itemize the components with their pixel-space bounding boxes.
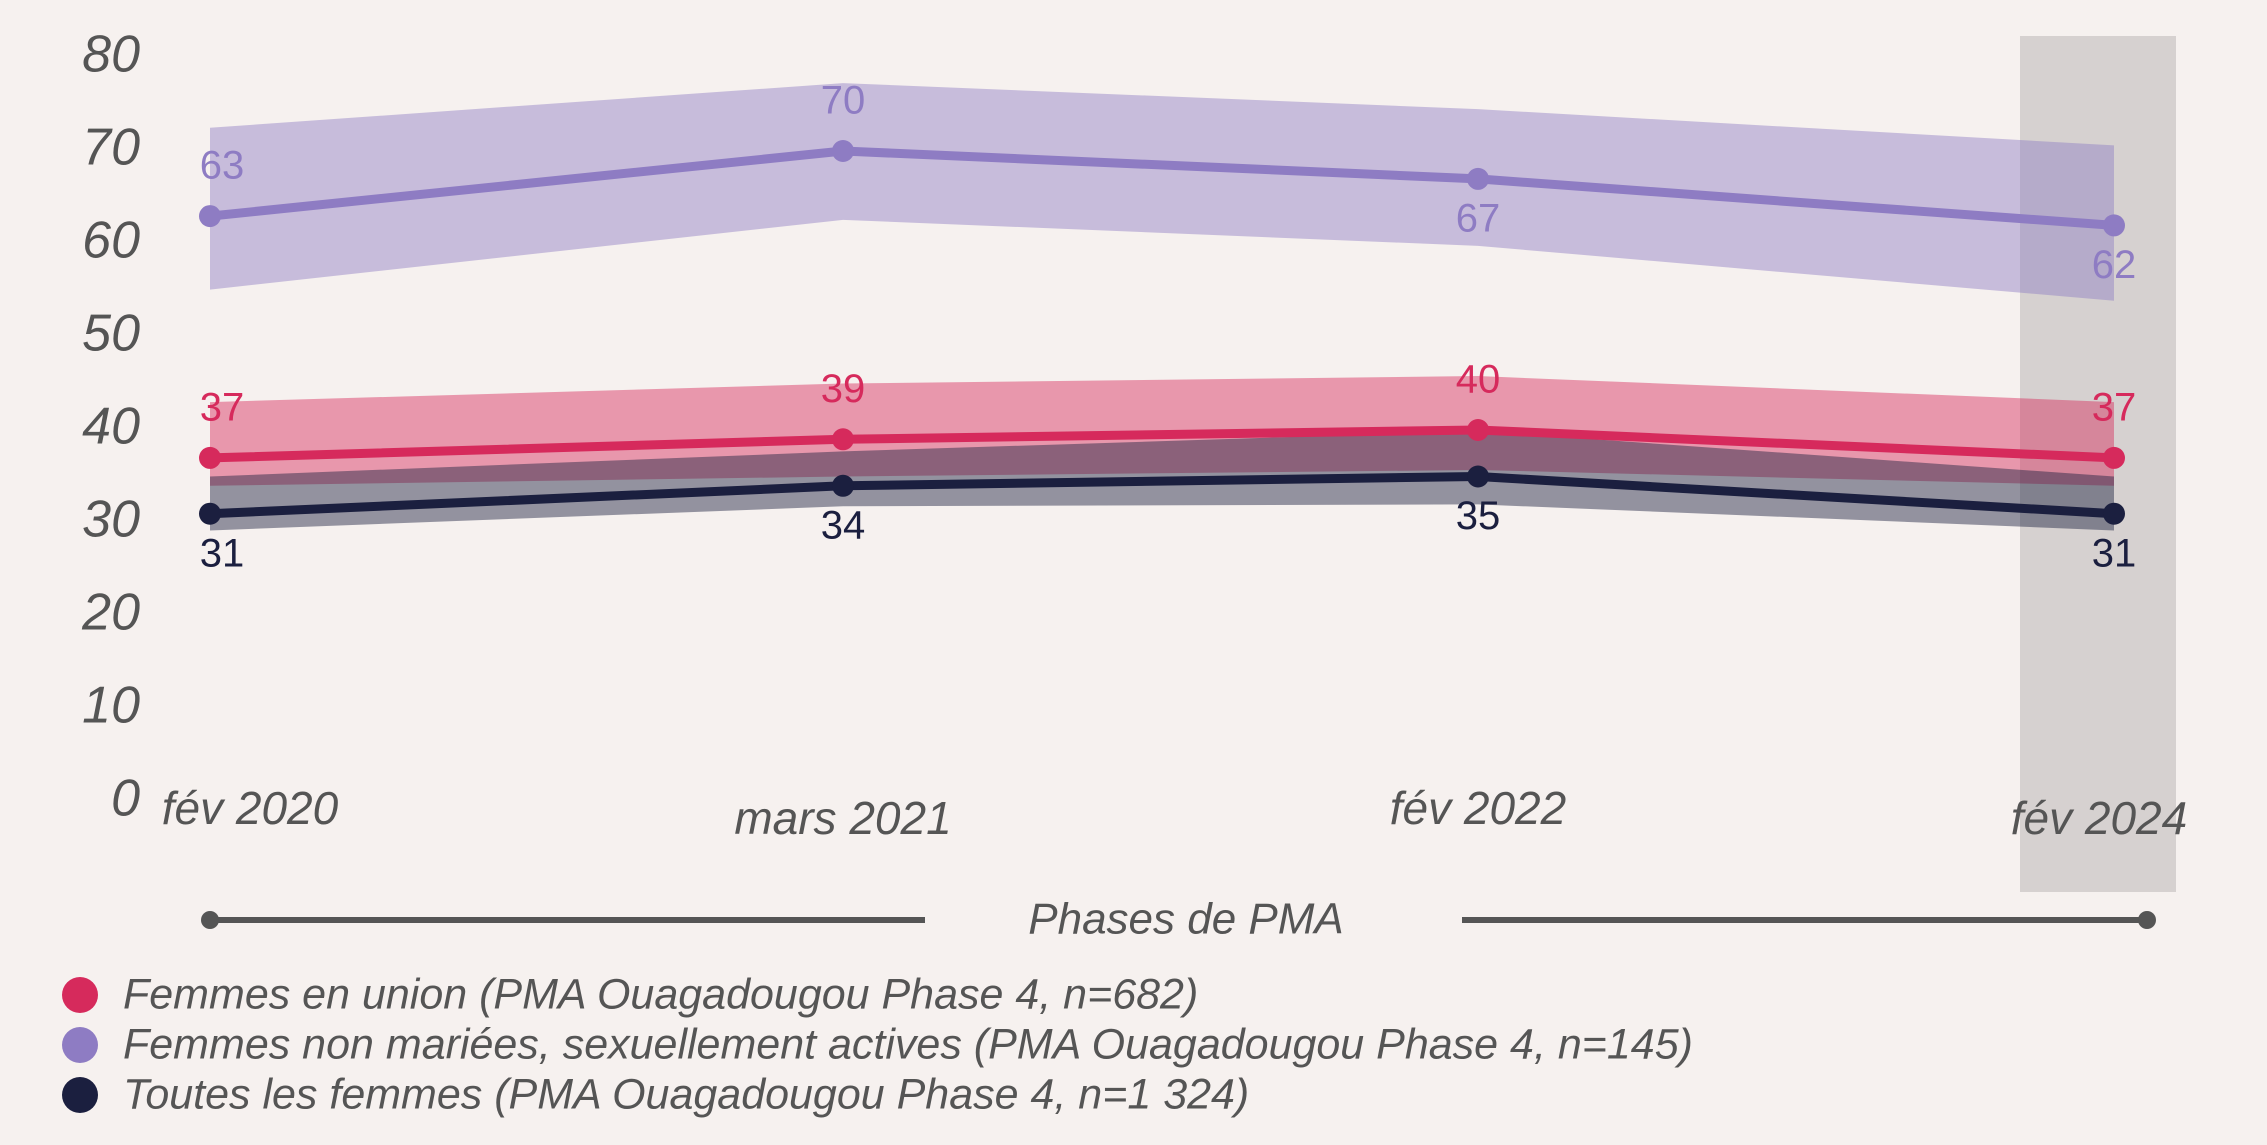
- y-tick-label: 0: [111, 770, 140, 828]
- data-label: 62: [2092, 243, 2137, 287]
- y-tick-label: 40: [82, 398, 140, 456]
- point: [199, 446, 221, 469]
- axis-dot: [201, 911, 219, 929]
- legend-swatch: [62, 977, 98, 1013]
- y-tick-label: 70: [82, 119, 140, 177]
- line: [209, 425, 2115, 463]
- x-tick-label: fév 2020: [161, 782, 339, 834]
- data-label: 40: [1456, 358, 1501, 402]
- line: [209, 146, 2115, 230]
- y-tick-label: 10: [82, 677, 140, 735]
- x-tick-label: fév 2022: [1389, 782, 1567, 834]
- point: [2103, 214, 2125, 237]
- highlight: [2020, 36, 2176, 892]
- data-label: 70: [821, 79, 866, 123]
- x-axis-label: Phases de PMA: [1028, 895, 1344, 944]
- line: [209, 471, 2115, 519]
- data-label: 31: [200, 531, 245, 575]
- point: [199, 205, 221, 228]
- data-label: 63: [200, 144, 245, 188]
- point: [1467, 465, 1489, 488]
- data-label: 39: [821, 367, 866, 411]
- y-tick-label: 20: [81, 584, 140, 642]
- legend-swatch: [62, 1077, 98, 1113]
- legend-label: Femmes non mariées, sexuellement actives…: [123, 1020, 1693, 1068]
- point: [832, 428, 854, 451]
- point: [832, 474, 854, 497]
- legend-swatch: [62, 1027, 98, 1063]
- y-tick-label: 30: [82, 491, 140, 549]
- data-label: 34: [821, 503, 866, 547]
- data-label: 31: [2092, 531, 2137, 575]
- x-tick-label: mars 2021: [734, 792, 952, 844]
- point: [832, 140, 854, 162]
- data-label: 35: [1456, 494, 1501, 538]
- y-tick-label: 80: [82, 26, 140, 84]
- confidence-band: [210, 83, 2114, 301]
- y-tick-label: 60: [82, 212, 140, 270]
- x-tick-label: fév 2024: [2010, 792, 2188, 844]
- data-label: 37: [200, 385, 245, 429]
- data-label: 67: [1456, 196, 1501, 240]
- legend-label: Femmes en union (PMA Ouagadougou Phase 4…: [123, 970, 1198, 1018]
- point: [2103, 502, 2125, 525]
- data-label: 37: [2092, 385, 2137, 429]
- point: [1467, 419, 1489, 441]
- legend-label: Toutes les femmes (PMA Ouagadougou Phase…: [123, 1070, 1249, 1118]
- y-tick-label: 50: [82, 305, 140, 363]
- point: [199, 502, 221, 525]
- point: [2103, 446, 2125, 469]
- point: [1467, 167, 1489, 190]
- axis-dot: [2138, 911, 2156, 929]
